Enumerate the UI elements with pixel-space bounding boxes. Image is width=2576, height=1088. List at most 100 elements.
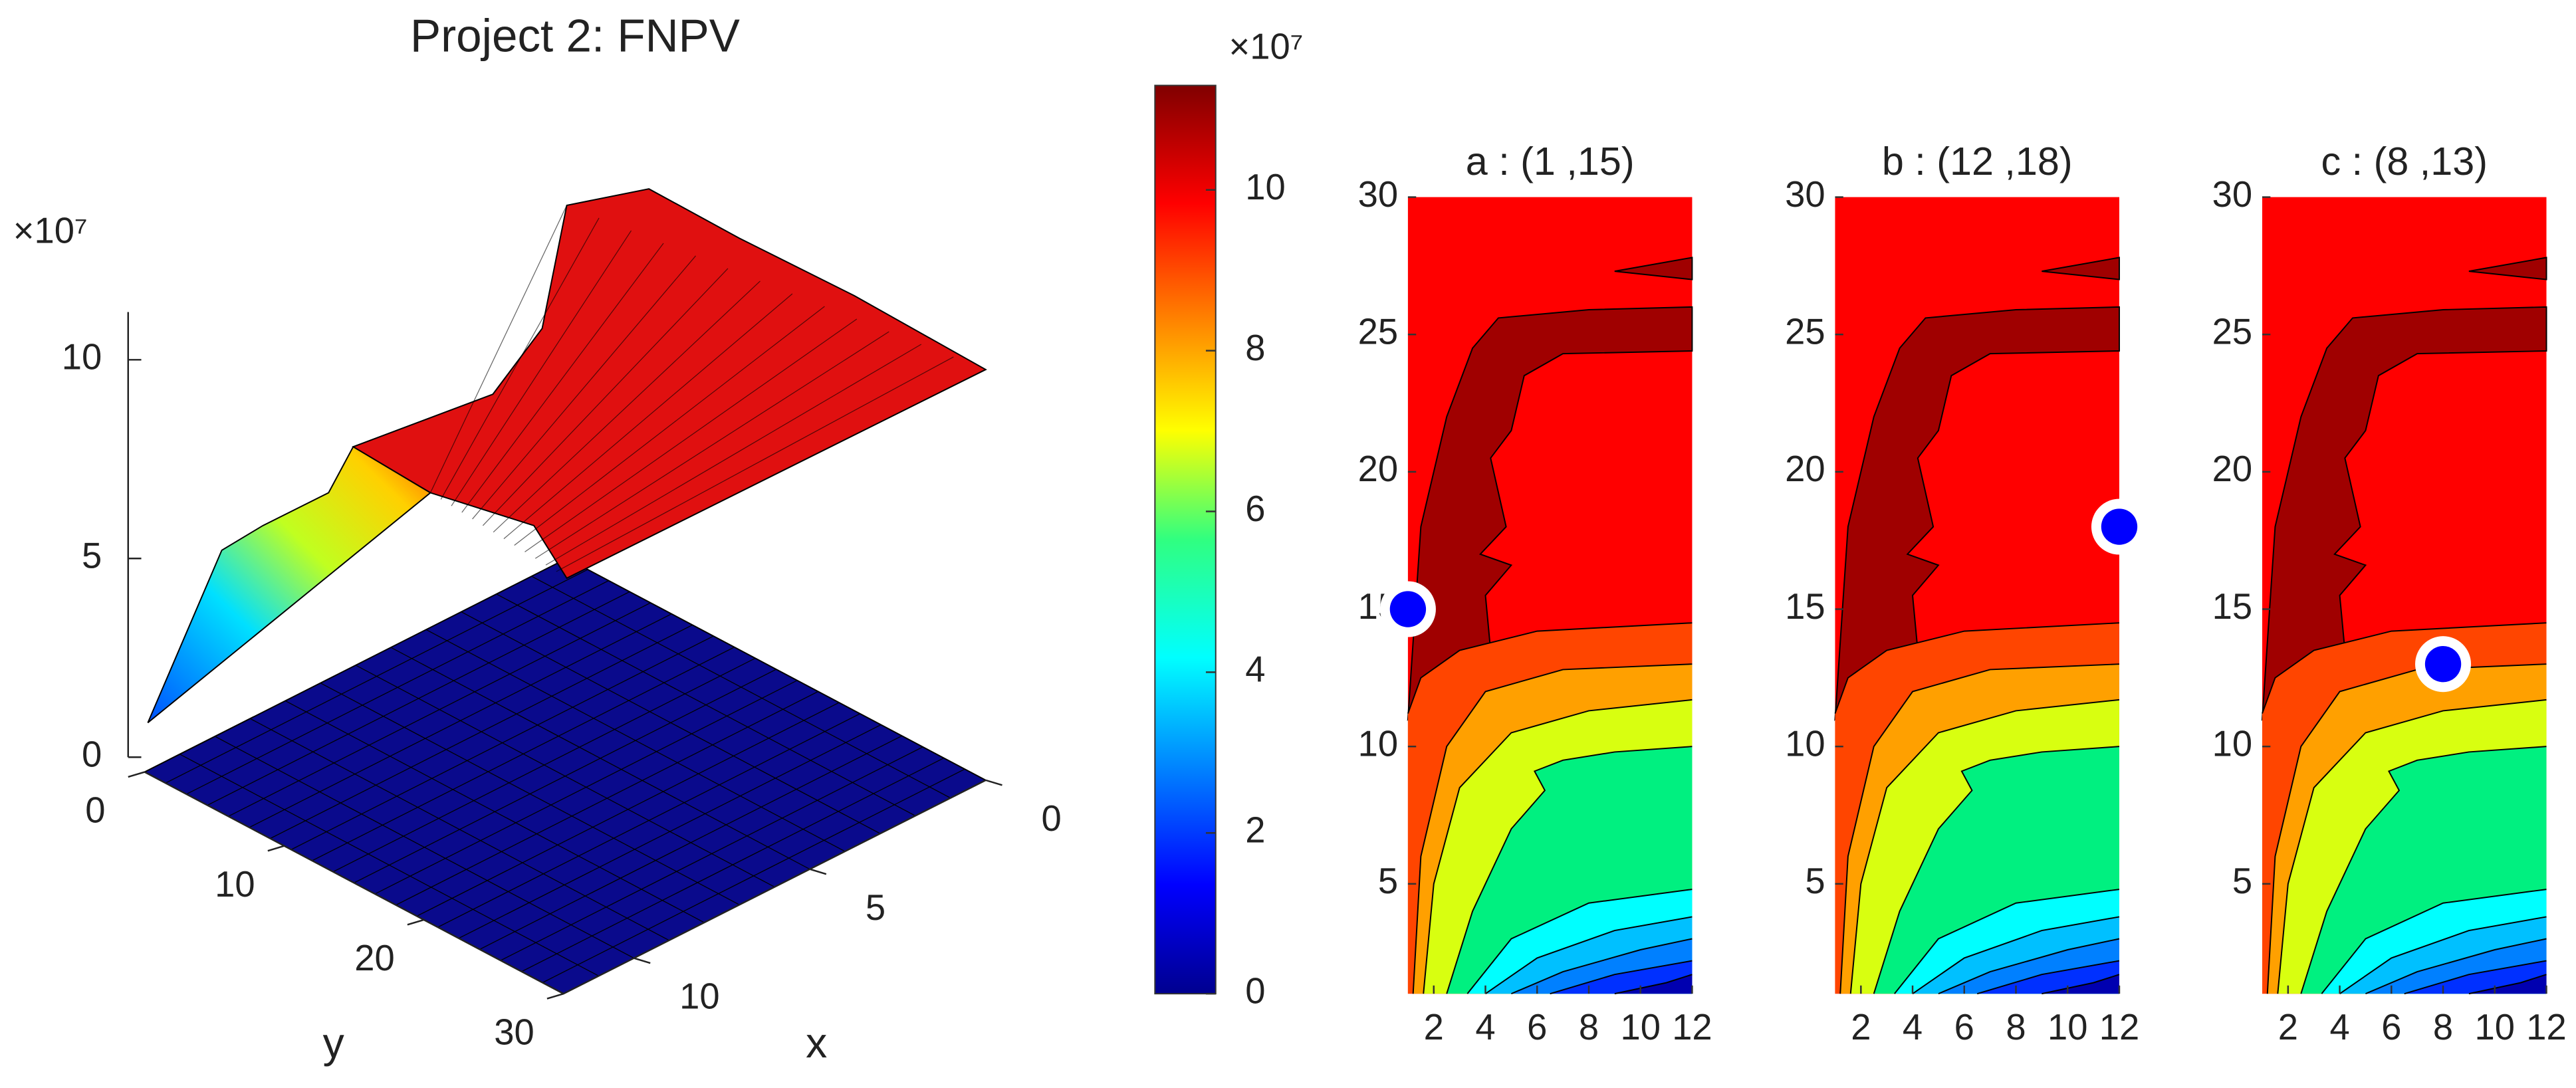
mesh-line [270,624,693,839]
mesh-line [514,306,825,546]
mesh-line [493,280,761,533]
contour-plot [1834,197,2120,995]
x-tick-label: 2 [2278,1007,2298,1047]
contour-line [1849,699,2120,994]
mesh-line [437,713,861,928]
contour-line [1423,699,1693,994]
y-tick-label: 5 [1805,861,1825,901]
colorbar-tick-label: 8 [1245,328,1265,368]
mesh-line [525,318,858,552]
y-tick-label: 25 [1358,312,1398,352]
y-tick-label: 30 [2212,174,2252,215]
mesh-line [332,657,756,873]
y-tick-label: 10 [1358,724,1398,764]
y-tick-label: 20 [1358,449,1398,489]
y-tick-label: 25 [1785,312,1825,352]
y-tick-label: 10 [2212,724,2252,764]
mesh-line [521,757,945,972]
x-tick-label: 2 [1851,1007,1871,1047]
contour-line [1466,889,1693,994]
x-tick [634,957,651,964]
contour-band [2042,257,2120,280]
x-tick [985,779,1002,786]
contour-line [1407,622,1693,714]
x-tick-label: 0 [1042,798,1062,839]
x-tick-label: 2 [1424,1007,1444,1047]
y-tick-label: 10 [1785,724,1825,764]
colorbar-tick-label: 10 [1245,167,1285,207]
y-tick-label: 20 [354,938,394,978]
y-tick-label: 15 [1785,586,1825,627]
z-multiplier: ×10⁷ [13,210,88,251]
mesh-line [461,243,664,513]
mesh-line [374,680,798,895]
colorbar-tick-label: 2 [1245,810,1265,851]
marker [2424,645,2462,683]
x-tick-label: 4 [1475,1007,1495,1047]
contour-title: b : (12 ,18) [1882,139,2073,183]
x-tick-label: 12 [2099,1007,2139,1047]
x-tick-label: 6 [2381,1007,2401,1047]
mesh-line [545,344,922,566]
contour-title: a : (1 ,15) [1466,139,1635,183]
y-tick [546,992,564,1000]
x-tick-label: 10 [2475,1007,2515,1047]
mesh-line [165,569,588,784]
contour-band [2468,974,2547,994]
x-axis-label: x [806,1019,827,1067]
mesh-line [429,205,568,493]
contour-line [1894,889,2120,994]
mesh-line [503,293,793,540]
contour-band [1407,306,1693,721]
surface-high [352,188,987,580]
colorbar-tick-label: 6 [1245,489,1265,529]
contour-line [1446,746,1693,994]
x-tick-label: 12 [2526,1007,2566,1047]
mesh-line [291,635,714,850]
marker [1389,591,1427,627]
x-tick-label: 4 [2329,1007,2349,1047]
marker [2101,508,2138,545]
contour-line [1938,938,2120,995]
colorbar-tick-label: 4 [1245,649,1265,690]
contour-line [1839,663,2120,994]
contour-plot [2261,197,2547,995]
mesh-line [249,613,672,828]
mesh-line [440,217,600,500]
mesh-line [479,735,903,950]
contour-band [2042,974,2119,994]
contour-line [1412,663,1693,994]
y-tick-label: 25 [2212,312,2252,352]
y-tick [407,919,424,926]
z-tick-label: 5 [82,536,102,576]
colorbar [1154,84,1217,995]
x-tick-label: 10 [679,976,719,1017]
x-tick-label: 8 [2433,1007,2453,1047]
mesh-line [566,369,987,579]
mesh-line [542,768,965,984]
contour-line [1484,916,1693,994]
contour-line [2468,974,2547,995]
x-tick [809,868,827,875]
contour-line [1912,916,2120,994]
x-tick-label: 10 [1620,1007,1660,1047]
contour-line [1550,960,1693,995]
contour-line [2262,622,2547,714]
mesh-line [458,724,881,939]
mesh-line [534,331,889,559]
x-tick-label: 5 [866,887,885,928]
contour-line [2300,746,2547,994]
contour-line [2321,889,2547,994]
contour-line [1510,938,1693,995]
y-tick-label: 0 [85,790,105,831]
contour-line [2339,916,2547,994]
y-tick-label: 5 [2232,861,2252,901]
y-tick-label: 20 [1785,449,1825,489]
z-tick-label: 10 [62,337,102,378]
contour-line [2042,974,2120,995]
mesh-line [416,702,840,917]
x-tick-label: 4 [1903,1007,1923,1047]
y-tick [128,771,145,778]
x-tick-label: 8 [2006,1007,2026,1047]
